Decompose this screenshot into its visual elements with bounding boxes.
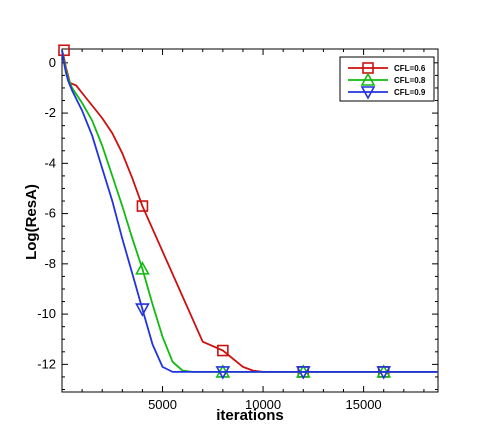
series-marker (295, 366, 311, 380)
y-tick-label: -8 (44, 256, 56, 271)
series-3 (61, 50, 438, 380)
series-layer (58, 44, 438, 380)
x-axis-label: iterations (216, 407, 284, 424)
legend-label: CFL=0.9 (394, 88, 426, 97)
y-axis-label: Log(ResA) (23, 184, 40, 260)
legend-label: CFL=0.6 (394, 64, 426, 73)
series-marker (58, 44, 70, 57)
x-tick-label: 10000 (245, 397, 281, 412)
series-marker (136, 200, 149, 212)
legend: CFL=0.6 CFL=0.8 CFL=0.9 (339, 56, 435, 102)
y-tick-label: -6 (44, 206, 56, 221)
legend-swatch-marker (360, 86, 376, 100)
plot-frame (61, 48, 439, 393)
legend-swatch-marker (360, 72, 376, 86)
y-tick-label: 0 (49, 55, 56, 70)
y-tick-label: -2 (44, 105, 56, 120)
legend-box (339, 56, 435, 102)
x-tick-label: 5000 (148, 397, 177, 412)
legend-label: CFL=0.8 (394, 76, 426, 85)
series-line (61, 50, 438, 373)
axis-ticks: 0 -2 -4 -6 -8 -10 -12 5000 10000 15000 (37, 49, 438, 412)
series-marker (376, 366, 392, 380)
series-marker (217, 344, 229, 357)
y-tick-label: -10 (37, 306, 56, 321)
series-marker (135, 261, 150, 275)
plot-area (61, 48, 439, 393)
y-tick-label: -4 (44, 155, 56, 170)
y-tick-label: -12 (37, 356, 56, 371)
series-marker (135, 303, 150, 317)
series-marker (215, 366, 231, 380)
x-tick-label: 15000 (346, 397, 382, 412)
